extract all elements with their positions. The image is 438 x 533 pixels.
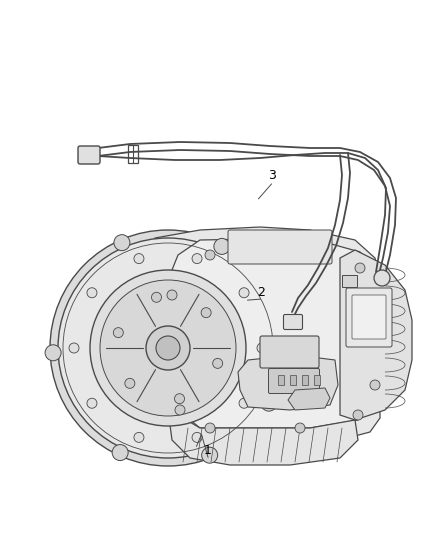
Circle shape: [58, 238, 278, 458]
Polygon shape: [145, 227, 380, 445]
Circle shape: [134, 254, 144, 264]
Circle shape: [50, 230, 286, 466]
Circle shape: [100, 280, 236, 416]
Circle shape: [213, 358, 223, 368]
Circle shape: [87, 398, 97, 408]
Circle shape: [69, 343, 79, 353]
FancyBboxPatch shape: [352, 295, 386, 339]
Circle shape: [175, 405, 185, 415]
Circle shape: [353, 410, 363, 420]
Circle shape: [114, 235, 130, 251]
Circle shape: [315, 247, 325, 257]
Polygon shape: [170, 415, 358, 465]
Text: 1: 1: [204, 444, 212, 457]
Circle shape: [146, 326, 190, 370]
Circle shape: [205, 423, 215, 433]
Circle shape: [214, 238, 230, 254]
Polygon shape: [288, 388, 330, 410]
Circle shape: [261, 395, 277, 411]
Bar: [128, 145, 138, 163]
Circle shape: [239, 398, 249, 408]
Circle shape: [370, 380, 380, 390]
Circle shape: [355, 263, 365, 273]
Bar: [290, 375, 296, 385]
Circle shape: [112, 445, 128, 461]
Bar: [278, 375, 284, 385]
Circle shape: [45, 345, 61, 361]
FancyBboxPatch shape: [78, 146, 100, 164]
Circle shape: [367, 290, 377, 300]
FancyBboxPatch shape: [346, 288, 392, 347]
Circle shape: [113, 328, 124, 337]
FancyBboxPatch shape: [260, 336, 319, 368]
Circle shape: [152, 292, 162, 302]
Circle shape: [205, 250, 215, 260]
FancyBboxPatch shape: [283, 314, 303, 329]
Circle shape: [192, 432, 202, 442]
Circle shape: [239, 288, 249, 298]
Circle shape: [174, 394, 184, 403]
Bar: [314, 375, 320, 385]
Polygon shape: [340, 250, 412, 420]
Circle shape: [167, 290, 177, 300]
FancyBboxPatch shape: [268, 368, 319, 393]
Circle shape: [201, 447, 218, 463]
Circle shape: [87, 288, 97, 298]
Bar: [342, 275, 357, 287]
Polygon shape: [170, 238, 378, 428]
Circle shape: [125, 378, 135, 389]
Circle shape: [201, 308, 211, 318]
Circle shape: [295, 423, 305, 433]
Circle shape: [90, 270, 246, 426]
Circle shape: [257, 343, 267, 353]
Circle shape: [134, 432, 144, 442]
Circle shape: [156, 336, 180, 360]
Bar: [302, 375, 308, 385]
Circle shape: [192, 254, 202, 264]
Text: 3: 3: [268, 169, 276, 182]
FancyBboxPatch shape: [228, 230, 332, 264]
Circle shape: [374, 270, 390, 286]
Text: 2: 2: [257, 286, 265, 298]
Polygon shape: [130, 255, 405, 435]
Polygon shape: [238, 355, 338, 410]
